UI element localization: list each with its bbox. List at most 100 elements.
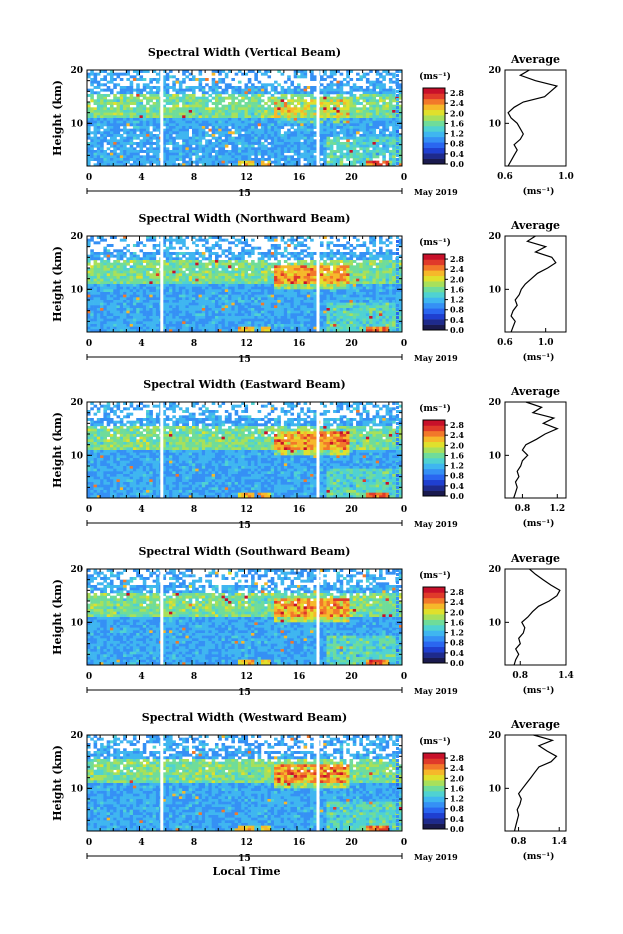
y-tick-label: 10 [70, 285, 83, 295]
x-tick-label: 8 [191, 339, 197, 349]
colorbar-segment [423, 148, 445, 154]
colorbar-segment [423, 254, 445, 260]
colorbar-tick-label: 2.8 [450, 420, 464, 430]
panel-title: Spectral Width (Vertical Beam) [148, 46, 341, 59]
colorbar-tick-label: 0.8 [450, 471, 464, 481]
panel-title: Spectral Width (Northward Beam) [139, 212, 351, 225]
colorbar-segment [423, 270, 445, 276]
x-tick-label: 20 [345, 173, 358, 183]
colorbar-segment [423, 88, 445, 94]
colorbar-segment [423, 425, 445, 431]
colorbar-tick-label: 0.4 [450, 814, 464, 824]
colorbar-segment [423, 824, 445, 830]
panel-title: Spectral Width (Westward Beam) [142, 711, 347, 724]
colorbar-segment [423, 319, 445, 325]
x-axis-label: Local Time [213, 865, 281, 878]
date-label: May 2019 [414, 353, 458, 363]
x-tick-label: 0 [86, 672, 92, 682]
colorbar-unit: (ms⁻¹) [419, 736, 451, 747]
y-axis-label: Height (km) [51, 412, 64, 488]
data-gap-line [160, 735, 163, 831]
avg-x-tick-label: 0.8 [512, 671, 528, 681]
colorbar-tick-label: 2.4 [450, 763, 464, 773]
panel-4: Spectral Width (Southward Beam)2010Heigh… [51, 545, 574, 698]
colorbar-unit: (ms⁻¹) [419, 403, 451, 414]
x-tick-label: 0 [401, 173, 407, 183]
colorbar-segment [423, 630, 445, 636]
data-gap-line [160, 569, 163, 665]
average-title: Average [510, 552, 560, 565]
panel-5: Spectral Width (Westward Beam)2010Height… [51, 711, 567, 864]
x-tick-label: 16 [293, 173, 306, 183]
colorbar-unit: (ms⁻¹) [419, 570, 451, 581]
colorbar-segment [423, 603, 445, 609]
x-tick-label: 8 [191, 173, 197, 183]
avg-y-tick-label: 10 [488, 618, 501, 628]
y-tick-label: 10 [70, 784, 83, 794]
colorbar-segment [423, 775, 445, 781]
average-title: Average [510, 718, 560, 731]
day-label: 15 [238, 521, 251, 531]
x-tick-label: 12 [240, 505, 253, 515]
colorbar-segment [423, 458, 445, 464]
x-tick-label: 20 [345, 672, 358, 682]
day-label: 15 [238, 854, 251, 864]
colorbar-tick-label: 0.4 [450, 648, 464, 658]
day-label: 15 [238, 189, 251, 199]
colorbar-segment [423, 658, 445, 664]
avg-x-tick-label: 0.8 [515, 504, 531, 514]
y-axis-label: Height (km) [51, 579, 64, 655]
avg-y-tick-label: 20 [488, 565, 501, 575]
colorbar-segment [423, 159, 445, 165]
colorbar-tick-label: 1.6 [450, 617, 464, 627]
avg-y-tick-label: 10 [488, 451, 501, 461]
heatmap [87, 236, 402, 332]
data-gap-line [317, 569, 320, 665]
colorbar-tick-label: 1.2 [450, 628, 464, 638]
heatmap [87, 569, 402, 665]
colorbar-tick-label: 2.0 [450, 108, 464, 118]
x-tick-label: 16 [293, 672, 306, 682]
colorbar-segment [423, 447, 445, 453]
avg-x-tick-label: 1.4 [551, 837, 567, 847]
date-label: May 2019 [414, 686, 458, 696]
x-tick-label: 0 [401, 672, 407, 682]
y-axis-label: Height (km) [51, 246, 64, 322]
x-tick-label: 0 [86, 838, 92, 848]
average-title: Average [510, 219, 560, 232]
panel-3: Spectral Width (Eastward Beam)2010Height… [51, 378, 566, 531]
colorbar-segment [423, 287, 445, 293]
colorbar-tick-label: 1.6 [450, 284, 464, 294]
colorbar-tick-label: 2.4 [450, 430, 464, 440]
colorbar-segment [423, 110, 445, 116]
day-label: 15 [238, 688, 251, 698]
colorbar-segment [423, 453, 445, 459]
colorbar-segment [423, 99, 445, 105]
avg-x-unit: (ms⁻¹) [523, 851, 555, 862]
avg-y-tick-label: 10 [488, 119, 501, 129]
x-tick-label: 12 [240, 672, 253, 682]
heatmap [87, 402, 402, 498]
colorbar-segment [423, 259, 445, 265]
colorbar-segment [423, 153, 445, 159]
colorbar-tick-label: 1.6 [450, 118, 464, 128]
x-tick-label: 12 [240, 173, 253, 183]
colorbar-segment [423, 614, 445, 620]
y-tick-label: 20 [70, 731, 83, 741]
colorbar-segment [423, 485, 445, 491]
y-axis-label: Height (km) [51, 80, 64, 156]
x-tick-label: 4 [138, 173, 144, 183]
avg-x-unit: (ms⁻¹) [523, 518, 555, 529]
colorbar-segment [423, 121, 445, 127]
heatmap [87, 735, 402, 831]
x-tick-label: 8 [191, 505, 197, 515]
data-gap-line [160, 70, 163, 166]
colorbar-segment [423, 818, 445, 824]
colorbar-tick-label: 0.0 [450, 491, 464, 501]
panel-title: Spectral Width (Eastward Beam) [143, 378, 345, 391]
colorbar-segment [423, 115, 445, 121]
colorbar-tick-label: 0.8 [450, 638, 464, 648]
average-frame [505, 236, 566, 332]
colorbar-segment [423, 813, 445, 819]
colorbar-tick-label: 0.8 [450, 139, 464, 149]
